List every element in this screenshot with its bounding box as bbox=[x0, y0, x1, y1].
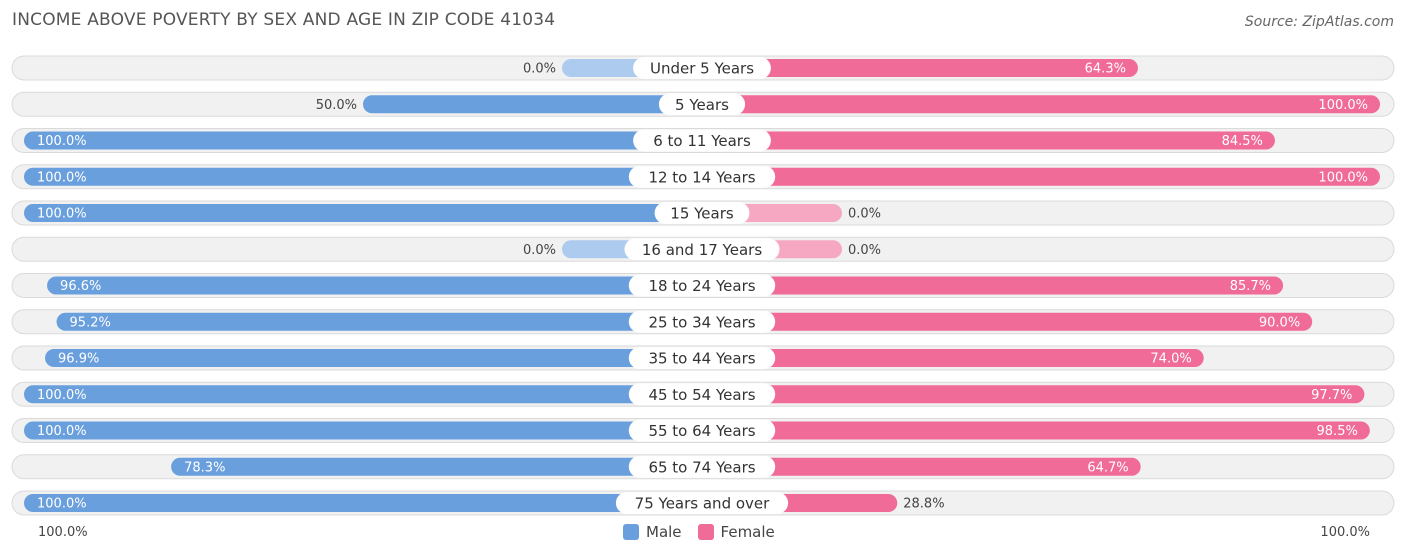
category-pill bbox=[633, 129, 771, 152]
category-pill bbox=[628, 274, 776, 297]
category-label: 35 to 44 Years bbox=[648, 350, 755, 368]
bar-female bbox=[702, 59, 1138, 77]
chart-row: 75 Years and over 100.0% 28.8% bbox=[11, 490, 1395, 516]
bar-female bbox=[702, 312, 1313, 331]
chart-row: 6 to 11 Years 100.0% 84.5% bbox=[11, 128, 1395, 153]
category-pill bbox=[654, 202, 750, 224]
category-label: 15 Years bbox=[670, 205, 734, 223]
category-label: 5 Years bbox=[675, 96, 729, 114]
bar-female bbox=[702, 95, 1380, 114]
value-label-female: 85.7% bbox=[1230, 279, 1271, 294]
source-credit: Source: ZipAtlas.com bbox=[1244, 14, 1394, 30]
category-label: 12 to 14 Years bbox=[648, 168, 755, 186]
bar-male bbox=[47, 276, 702, 295]
bar-female bbox=[702, 457, 1141, 476]
legend-label-female: Female bbox=[720, 523, 775, 541]
value-label-female: 97.7% bbox=[1311, 388, 1352, 403]
category-pill bbox=[615, 492, 789, 514]
value-label-female: 74.0% bbox=[1150, 352, 1191, 367]
category-pill bbox=[628, 455, 776, 478]
legend-swatch-female bbox=[697, 524, 714, 540]
category-pill bbox=[658, 93, 746, 116]
category-pill bbox=[633, 57, 771, 79]
bar-female bbox=[702, 276, 1284, 295]
bar-male bbox=[24, 167, 702, 186]
value-label-male: 100.0% bbox=[37, 134, 87, 149]
bar-male bbox=[363, 95, 702, 114]
category-pill bbox=[628, 383, 776, 406]
legend-label-male: Male bbox=[646, 523, 682, 541]
category-label: 6 to 11 Years bbox=[653, 132, 751, 150]
bar-male bbox=[24, 421, 702, 440]
value-label-female: 100.0% bbox=[1318, 98, 1368, 113]
value-label-female: 64.7% bbox=[1087, 460, 1128, 475]
value-label-male: 100.0% bbox=[37, 424, 87, 439]
value-label-female: 84.5% bbox=[1222, 134, 1263, 149]
value-label-female: 64.3% bbox=[1085, 62, 1126, 77]
legend-swatch-male bbox=[623, 524, 639, 540]
value-label-male: 50.0% bbox=[316, 98, 357, 113]
value-label-male: 100.0% bbox=[37, 207, 87, 222]
value-label-male: 100.0% bbox=[37, 170, 87, 185]
value-label-male: 78.3% bbox=[184, 460, 225, 475]
bar-male bbox=[24, 494, 702, 512]
chart-row: 65 to 74 Years 78.3% 64.7% bbox=[11, 454, 1395, 480]
value-label-male: 96.9% bbox=[58, 352, 99, 367]
category-pill bbox=[624, 238, 780, 261]
bar-male bbox=[24, 385, 702, 404]
value-label-female: 28.8% bbox=[903, 497, 944, 512]
bar-female bbox=[702, 385, 1365, 404]
category-label: 18 to 24 Years bbox=[648, 277, 755, 295]
chart-row: 55 to 64 Years 100.0% 98.5% bbox=[11, 418, 1395, 443]
category-pill bbox=[628, 165, 776, 188]
chart-title: INCOME ABOVE POVERTY BY SEX AND AGE IN Z… bbox=[12, 10, 556, 30]
value-label-male: 96.6% bbox=[60, 279, 101, 294]
chart-row: Under 5 Years 0.0% 64.3% bbox=[11, 55, 1395, 81]
category-label: 75 Years and over bbox=[635, 495, 770, 513]
bar-female bbox=[702, 167, 1380, 186]
axis-left-label: 100.0% bbox=[38, 525, 88, 540]
value-label-male: 0.0% bbox=[523, 62, 556, 77]
value-label-female: 100.0% bbox=[1318, 170, 1368, 185]
value-label-female: 0.0% bbox=[848, 207, 881, 222]
chart-row: 25 to 34 Years 95.2% 90.0% bbox=[11, 309, 1395, 335]
bar-female bbox=[702, 131, 1275, 150]
legend-item-male: Male bbox=[623, 523, 682, 541]
bar-male bbox=[56, 312, 702, 331]
bar-female bbox=[702, 349, 1204, 367]
value-label-male: 0.0% bbox=[523, 243, 556, 258]
value-label-female: 98.5% bbox=[1317, 424, 1358, 439]
bar-male bbox=[24, 204, 702, 222]
category-pill bbox=[628, 419, 776, 442]
value-label-male: 100.0% bbox=[37, 388, 87, 403]
chart-row: 18 to 24 Years 96.6% 85.7% bbox=[11, 273, 1395, 298]
chart-row: 15 Years 100.0% 0.0% bbox=[11, 200, 1395, 226]
value-label-male: 95.2% bbox=[70, 315, 111, 330]
category-label: 25 to 34 Years bbox=[648, 313, 755, 331]
axis-right-label: 100.0% bbox=[1320, 525, 1370, 540]
category-label: 45 to 54 Years bbox=[648, 386, 755, 404]
category-label: 65 to 74 Years bbox=[648, 458, 755, 476]
legend-item-female: Female bbox=[697, 523, 775, 541]
bar-male bbox=[171, 457, 703, 476]
value-label-female: 0.0% bbox=[848, 243, 881, 258]
chart-row: 5 Years 50.0% 100.0% bbox=[11, 91, 1395, 117]
category-pill bbox=[628, 347, 776, 369]
category-label: 16 and 17 Years bbox=[642, 241, 762, 259]
legend: Male Female bbox=[623, 523, 791, 541]
bar-female bbox=[702, 421, 1370, 440]
chart-row: 16 and 17 Years 0.0% 0.0% bbox=[11, 236, 1395, 262]
bar-male bbox=[45, 349, 702, 367]
value-label-female: 90.0% bbox=[1259, 315, 1300, 330]
chart-row: 45 to 54 Years 100.0% 97.7% bbox=[11, 381, 1395, 407]
value-label-male: 100.0% bbox=[37, 497, 87, 512]
chart-row: 35 to 44 Years 96.9% 74.0% bbox=[11, 345, 1395, 371]
category-label: Under 5 Years bbox=[650, 60, 754, 78]
bar-male bbox=[24, 131, 702, 150]
category-label: 55 to 64 Years bbox=[648, 422, 755, 440]
diverging-bar-chart: Under 5 Years 0.0% 64.3% 5 Years 50.0% 100.0%… bbox=[11, 55, 1395, 516]
category-pill bbox=[628, 310, 776, 333]
chart-row: 12 to 14 Years 100.0% 100.0% bbox=[11, 164, 1395, 190]
